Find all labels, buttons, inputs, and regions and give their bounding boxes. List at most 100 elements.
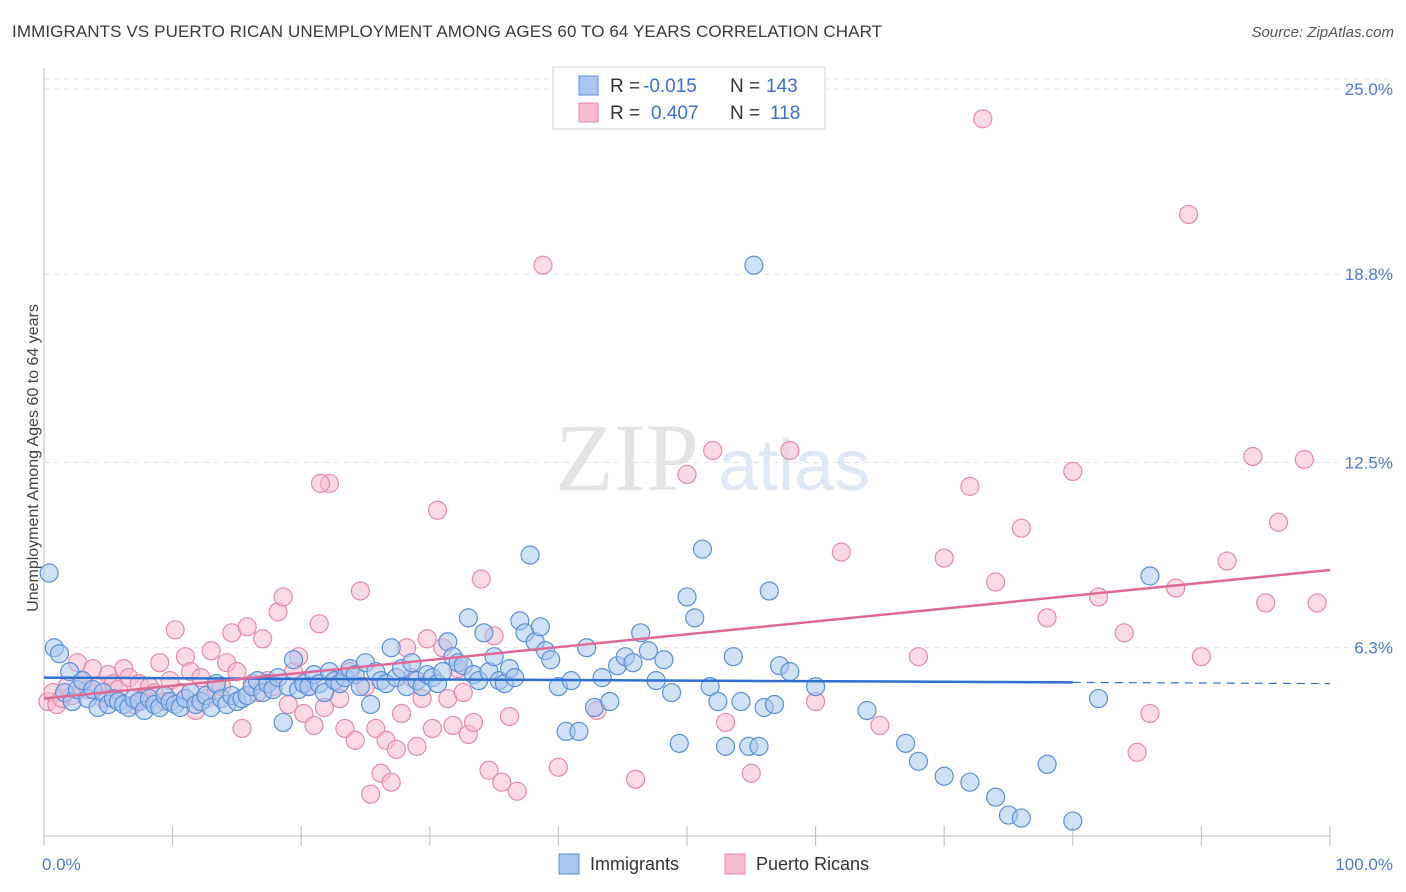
puerto-ricans-point-123 [310, 473, 331, 493]
watermark-atlas: atlas [718, 426, 870, 506]
legend-bottom-puerto-ricans: Puerto Ricans [756, 854, 869, 874]
puerto-ricans-point-116 [1256, 593, 1276, 613]
puerto-ricans-point-97 [780, 440, 800, 461]
puerto-ricans-point-67 [381, 772, 401, 792]
immigrants-point-141 [1037, 754, 1057, 774]
puerto-ricans-point-102 [934, 548, 954, 568]
puerto-ricans-point-100 [870, 715, 890, 736]
legend-swatch-puerto-ricans [578, 102, 599, 123]
legend-bottom-swatch-puerto-ricans [724, 853, 746, 875]
puerto-ricans-point-60 [345, 730, 365, 750]
data-points [38, 109, 1327, 831]
immigrants-point-115 [669, 733, 689, 753]
legend-r-label-1: R = [610, 76, 640, 97]
puerto-ricans-point-37 [227, 662, 247, 682]
puerto-ricans-point-79 [443, 715, 463, 736]
immigrants-trend-extension [1072, 681, 1331, 685]
puerto-ricans-point-52 [304, 715, 324, 736]
immigrants-point-118 [692, 539, 713, 559]
puerto-ricans-point-84 [471, 569, 491, 589]
immigrants-point-121 [715, 736, 736, 756]
immigrants-point-87 [484, 647, 504, 667]
immigrants-point-102 [569, 721, 589, 742]
immigrants-point-117 [685, 608, 705, 628]
immigrants-point-123 [731, 691, 751, 712]
puerto-ricans-point-74 [417, 629, 437, 649]
y-tick-label-3: 25.0% [1345, 80, 1393, 99]
legend-swatch-immigrants [578, 75, 599, 96]
immigrants-point-2 [49, 644, 70, 664]
immigrants-point-122 [723, 647, 743, 667]
puerto-ricans-point-114 [1217, 551, 1237, 571]
immigrants-point-134 [896, 733, 916, 753]
puerto-ricans-point-119 [1307, 593, 1327, 613]
immigrants-point-61 [350, 676, 370, 697]
immigrants-point-135 [908, 751, 929, 771]
trend-lines [43, 568, 1331, 700]
immigrants-point-106 [600, 691, 620, 712]
puerto-ricans-point-111 [1140, 703, 1160, 724]
puerto-ricans-point-87 [492, 772, 512, 792]
y-tick-label-1: 12.5% [1345, 453, 1393, 472]
y-tick-label-2: 18.8% [1345, 265, 1393, 284]
immigrants-point-105 [592, 668, 612, 688]
y-tick-label-0: 6.3% [1354, 639, 1393, 658]
y-tick-labels: 6.3% 12.5% 18.8% 25.0% [1345, 80, 1393, 658]
immigrants-point-136 [934, 766, 954, 786]
puerto-ricans-point-22 [150, 653, 170, 673]
puerto-ricans-point-101 [908, 647, 929, 667]
puerto-ricans-point-72 [407, 736, 427, 756]
immigrants-point-111 [638, 641, 659, 661]
y-axis-label: Unemployment Among Ages 60 to 64 years [25, 304, 42, 612]
puerto-ricans-point-105 [1011, 518, 1031, 538]
immigrants-point-119 [700, 676, 720, 697]
immigrants-point-137 [960, 772, 980, 792]
watermark-zip: ZIP [555, 404, 699, 511]
immigrants-point-46 [273, 712, 293, 733]
puerto-ricans-point-92 [625, 769, 646, 789]
legend-r-value-2: 0.407 [651, 103, 699, 124]
legend-bottom-swatch-immigrants [558, 853, 580, 875]
puerto-ricans-point-115 [1243, 446, 1263, 467]
immigrants-point-103 [577, 638, 597, 658]
puerto-ricans-point-75 [422, 718, 442, 739]
immigrants-point-143 [1088, 688, 1109, 709]
immigrants-point-125 [744, 255, 764, 275]
grid [44, 78, 1390, 649]
x-tick-label-min: 0.0% [42, 855, 81, 874]
puerto-ricans-point-93 [677, 464, 697, 485]
puerto-ricans-point-89 [507, 781, 527, 801]
puerto-ricans-point-120 [973, 109, 993, 129]
immigrants-point-116 [677, 587, 697, 607]
legend-r-value-1: -0.015 [643, 76, 697, 97]
legend-n-value-2: 118 [770, 103, 800, 124]
puerto-ricans-point-69 [391, 703, 412, 724]
puerto-ricans-point-83 [463, 712, 484, 733]
source-label: Source: ZipAtlas.com [1251, 24, 1394, 41]
immigrants-point-91 [505, 668, 525, 688]
puerto-ricans-point-25 [165, 620, 185, 640]
immigrants-point-98 [541, 650, 561, 670]
immigrants-point-82 [458, 608, 478, 628]
puerto-ricans-point-112 [1166, 578, 1186, 598]
immigrants-point-144 [1140, 566, 1160, 586]
puerto-ricans-point-85 [479, 760, 499, 780]
immigrants-point-96 [530, 617, 550, 637]
puerto-ricans-point-46 [273, 587, 293, 607]
immigrants-point-142 [1063, 811, 1083, 831]
legend-r-label-2: R = [610, 103, 640, 124]
puerto-ricans-point-104 [986, 572, 1006, 592]
immigrants-point-67 [381, 638, 401, 658]
immigrants-point-138 [986, 787, 1006, 807]
immigrants-point-128 [759, 581, 779, 601]
x-tick-label-max: 100.0% [1335, 855, 1393, 874]
puerto-ricans-point-103 [960, 476, 980, 496]
puerto-ricans-point-110 [1127, 742, 1147, 762]
legend-n-label-2: N = [730, 103, 760, 124]
puerto-ricans-point-63 [361, 784, 381, 804]
puerto-ricans-point-38 [232, 718, 252, 739]
puerto-ricans-point-76 [427, 500, 448, 520]
immigrants-point-94 [520, 545, 540, 565]
immigrants-point-85 [474, 623, 494, 643]
